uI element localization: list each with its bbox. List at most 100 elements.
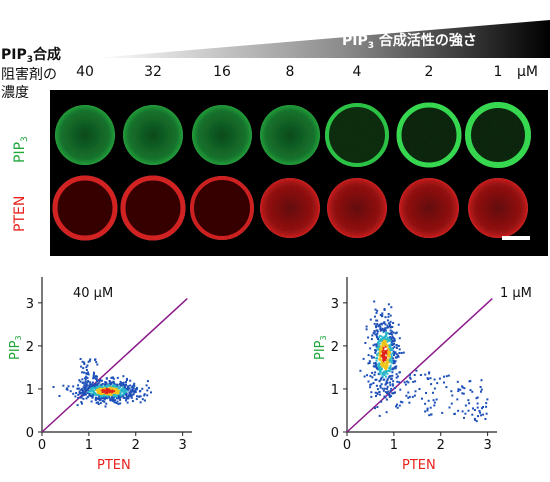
scatter-point [370, 383, 373, 386]
scatter-point [91, 396, 94, 399]
scatter-point [83, 393, 86, 395]
scatter-point [82, 390, 84, 393]
scatter-point [482, 406, 484, 408]
scatter-point [131, 400, 134, 403]
scatter-point [390, 306, 393, 309]
scatter-point [432, 391, 434, 394]
x-tick-label: 1 [390, 438, 398, 453]
scatter-point [387, 376, 390, 379]
scatter-point [395, 365, 398, 368]
scatter-point [376, 406, 379, 408]
scatter-point [386, 324, 389, 327]
x-axis-label: PTEN [402, 458, 436, 473]
scatter-point [463, 387, 466, 390]
scatter-point [380, 383, 383, 386]
scatter-point [395, 356, 398, 359]
scatter-point [370, 355, 373, 358]
scatter-point [394, 366, 397, 369]
pten-cell-32 [120, 175, 186, 241]
scatter-point [378, 372, 381, 375]
scatter-point [104, 385, 106, 388]
scatter-point [134, 391, 137, 394]
scatter-point [377, 341, 379, 344]
scatter-point [390, 387, 393, 390]
scatter-point [380, 360, 383, 363]
scatter-point [94, 385, 97, 388]
scatter-point [392, 337, 395, 340]
scatter-point [125, 392, 128, 395]
scatter-point [381, 355, 384, 358]
scatter-point [433, 401, 436, 404]
scatter-point [372, 332, 375, 335]
scatter-point [382, 364, 385, 367]
scatter-point [388, 339, 391, 342]
scatter-point [379, 327, 382, 330]
scatter-point [389, 390, 392, 392]
scatter-point [77, 384, 80, 387]
scatter-point [94, 392, 97, 395]
scatter-point [383, 387, 386, 390]
scatter-point [81, 402, 83, 405]
scatter-point [72, 385, 75, 388]
scatter-point [65, 388, 68, 390]
scatter-point [485, 405, 488, 408]
scatter-point [119, 398, 122, 401]
scatter-point [374, 407, 376, 410]
scatter-point [379, 358, 382, 361]
scatter-point [122, 393, 125, 396]
scatter-point [131, 388, 134, 391]
scatter-point [398, 404, 401, 407]
scatter-point [381, 350, 384, 353]
scatter-point [388, 366, 391, 369]
scatter-point [104, 405, 107, 408]
conc-label: 2 [424, 64, 434, 80]
scatter-point [377, 345, 380, 348]
scatter-point [102, 389, 105, 391]
scatter-point [143, 399, 146, 402]
scatter-point [376, 329, 379, 332]
scatter-point [384, 337, 387, 340]
scatter-point [390, 333, 393, 336]
scatter-point [102, 395, 105, 398]
scatter-point [385, 398, 388, 401]
scatter-point [388, 351, 391, 354]
scatter-point [387, 369, 390, 372]
scatter-point [384, 350, 387, 353]
scatter-point [366, 374, 368, 377]
scatter-point [443, 381, 445, 384]
scatter-point [114, 387, 117, 390]
scatter-point [108, 383, 111, 385]
scatter-point [109, 390, 112, 393]
scatter-point [393, 392, 396, 394]
scatter-point [122, 383, 125, 386]
scatter-point [92, 377, 95, 380]
identity-line [41, 297, 188, 433]
scatter-point [374, 351, 377, 354]
scatter-point [391, 367, 394, 370]
scatter-point [104, 381, 107, 384]
scatter-point [78, 379, 81, 382]
scatter-point [392, 350, 395, 353]
scatter-point [391, 392, 394, 395]
scatter-point [98, 395, 101, 398]
scatter-point [92, 384, 95, 387]
scatter-point [445, 375, 448, 378]
scatter-point [111, 386, 114, 389]
scatter-point [388, 360, 391, 363]
scatter-point [133, 382, 136, 385]
scatter-point [103, 392, 106, 395]
scatter-point [425, 392, 427, 394]
scatter-point [480, 379, 483, 382]
y-tick-label: 2 [26, 340, 34, 355]
scatter-point [116, 394, 119, 397]
scatter-point [77, 393, 80, 396]
scatter-point [386, 360, 389, 363]
scatter-point [113, 392, 115, 394]
scatter-point [143, 394, 146, 397]
scatter-point [467, 399, 470, 402]
scatter-point [363, 375, 366, 378]
scatter-point [105, 387, 108, 390]
pten-cell-1 [468, 178, 528, 238]
scatter-point [118, 386, 121, 389]
scatter-point [136, 388, 138, 391]
